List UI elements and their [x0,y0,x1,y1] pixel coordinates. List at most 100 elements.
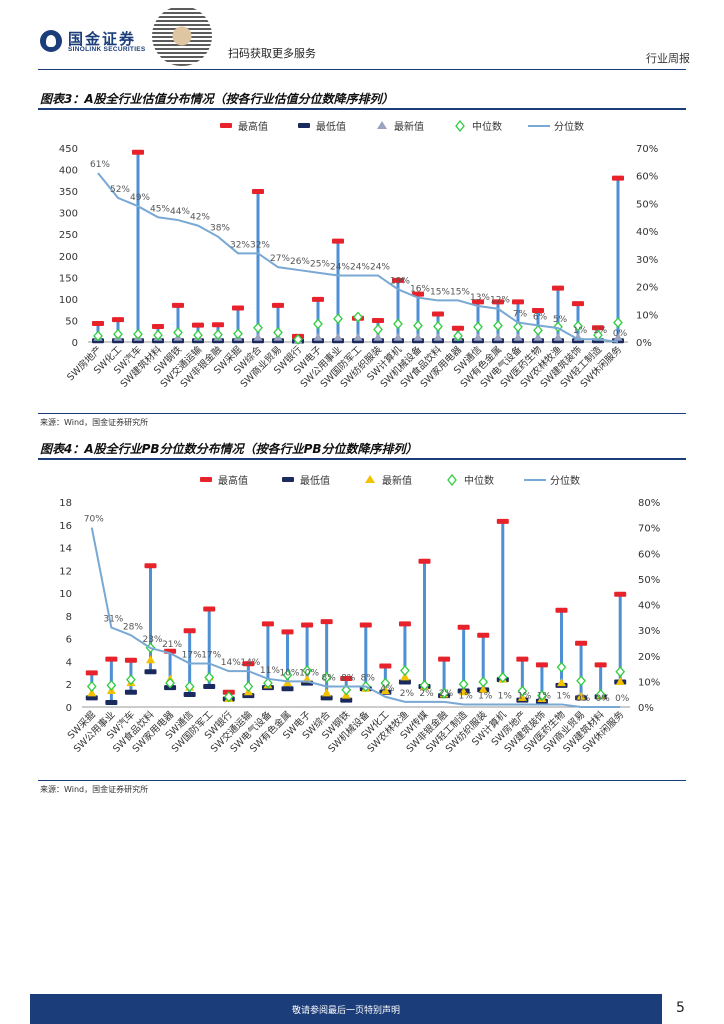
max-marker [252,189,264,195]
median-marker [380,677,391,689]
max-marker [572,301,584,307]
percentile-data-label: 0% [613,329,628,339]
legend-label: 最低值 [316,120,346,133]
median-marker [556,661,567,673]
median-marker [86,681,97,692]
median-marker [93,330,103,342]
latest-marker [146,655,155,664]
percentile-data-label: 26% [290,257,310,267]
chart1-title-divider [38,108,686,110]
latest-marker [613,332,623,341]
max-marker [183,628,196,634]
max-marker [192,322,204,328]
median-marker [453,330,463,342]
percentile-data-label: 8% [361,674,376,684]
left-axis-tick-label: 14 [59,544,72,555]
right-axis-tick-label: 60% [636,172,658,183]
median-marker [419,679,430,691]
median-marker [373,324,383,335]
percentile-data-label: 13% [470,293,490,303]
max-marker [512,299,524,305]
median-marker [184,681,195,692]
percentile-data-label: 21% [162,640,182,650]
max-marker [272,302,284,308]
median-marker [253,322,263,334]
company-name-en: SINOLINK SECURITIES [68,46,146,53]
latest-marker [322,688,332,697]
right-axis-tick-label: 0% [636,338,652,349]
median-marker [478,676,489,688]
right-axis-tick-label: 50% [638,575,660,586]
percentile-data-label: 1% [593,326,608,336]
legend-max-swatch [220,123,232,128]
latest-marker [533,332,543,341]
percentile-data-label: 0% [596,694,611,704]
latest-marker [380,686,390,695]
right-axis-tick-label: 40% [638,601,660,612]
left-axis-tick-label: 250 [59,230,78,241]
page-footer: 敬请参阅最后一页特别声明 [30,994,662,1024]
right-axis-tick-label: 20% [636,283,658,294]
footer-disclaimer: 敬请参阅最后一页特别声明 [291,1006,400,1016]
median-marker [153,329,163,341]
percentile-data-label: 1% [459,691,474,701]
legend-label: 最高值 [238,120,268,133]
left-axis-tick-label: 400 [59,166,78,177]
median-marker [400,665,410,677]
legend-label: 最低值 [300,474,330,487]
right-axis-tick-label: 50% [636,199,658,210]
max-marker [594,662,607,668]
median-marker [595,688,606,700]
max-marker [172,302,184,308]
max-marker [212,322,224,328]
median-marker [439,687,449,699]
percentile-data-label: 70% [84,515,104,525]
median-marker [213,329,223,341]
legend-label: 最新值 [382,474,412,487]
min-marker [85,695,98,701]
median-marker [473,321,483,333]
left-axis-tick-label: 300 [59,209,78,220]
percentile-data-label: 45% [150,204,170,214]
left-axis-tick-label: 450 [59,144,78,155]
chart-pb-percentile-distribution: 最高值 最低值 最新值 中位数 分位数 0 2 4 6 8 10 12 14 16 18 0% 10% 20% 30… [59,473,660,755]
min-marker [281,686,294,692]
median-marker [273,327,283,338]
left-axis-tick-label: 10 [59,589,72,600]
right-axis-tick-label: 0% [638,703,654,714]
max-marker [535,662,548,668]
percentile-data-label: 1% [556,691,571,701]
max-marker [332,238,344,244]
percentile-data-label: 32% [250,240,270,250]
percentile-data-label: 1% [517,691,532,701]
max-marker [105,656,118,662]
max-marker [496,518,509,524]
median-marker [341,684,352,696]
percentile-data-label: 2% [419,689,434,699]
percentile-data-label: 49% [130,193,150,203]
percentile-data-label: 5% [553,315,568,325]
percentile-data-label: 31% [103,615,123,625]
percentile-data-label: 17% [182,650,202,660]
left-axis-tick-label: 8 [66,612,72,623]
max-marker [432,311,444,317]
median-marker [613,317,623,329]
percentile-data-label: 25% [310,260,330,270]
latest-marker [513,332,523,341]
legend-label: 分位数 [554,120,584,133]
percentile-data-label: 42% [190,213,210,223]
percentile-data-label: 38% [210,224,230,234]
chart2-source-divider [38,780,686,781]
chart2-source: 来源：Wind，国金证券研究所 [40,785,149,794]
max-marker [379,663,392,669]
max-marker [457,624,470,630]
median-marker [573,320,583,332]
max-marker [152,323,164,329]
median-marker [263,677,273,689]
percentile-data-label: 19% [390,276,410,286]
left-axis-tick-label: 150 [59,273,78,284]
page-number: 5 [676,1000,685,1016]
header-divider [38,69,686,70]
qr-code-icon[interactable] [152,6,212,66]
legend-min-swatch [298,123,310,128]
